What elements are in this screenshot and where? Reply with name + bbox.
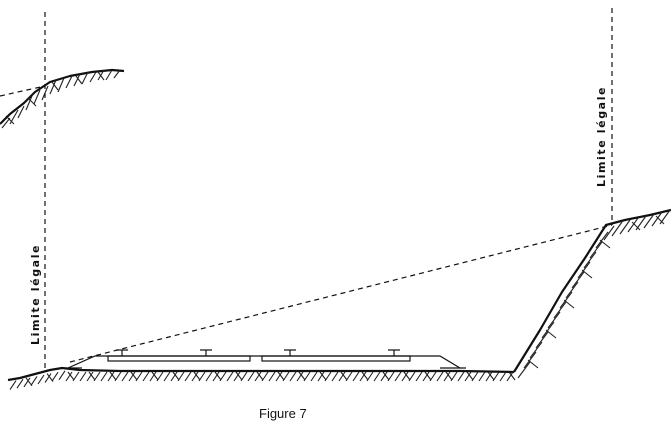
left-upper-embankment: [0, 68, 125, 129]
diagonal-dashed-line: [69, 224, 613, 363]
right-embankment: [513, 208, 671, 379]
figure-caption: Figure 7: [259, 406, 307, 421]
right-limit-label: Limite légale: [595, 86, 608, 187]
left-slope-dashed-line: [0, 85, 46, 97]
ground-line: [7, 366, 516, 390]
left-limit-label: Limite légale: [29, 244, 42, 345]
track-bed: [60, 349, 466, 369]
